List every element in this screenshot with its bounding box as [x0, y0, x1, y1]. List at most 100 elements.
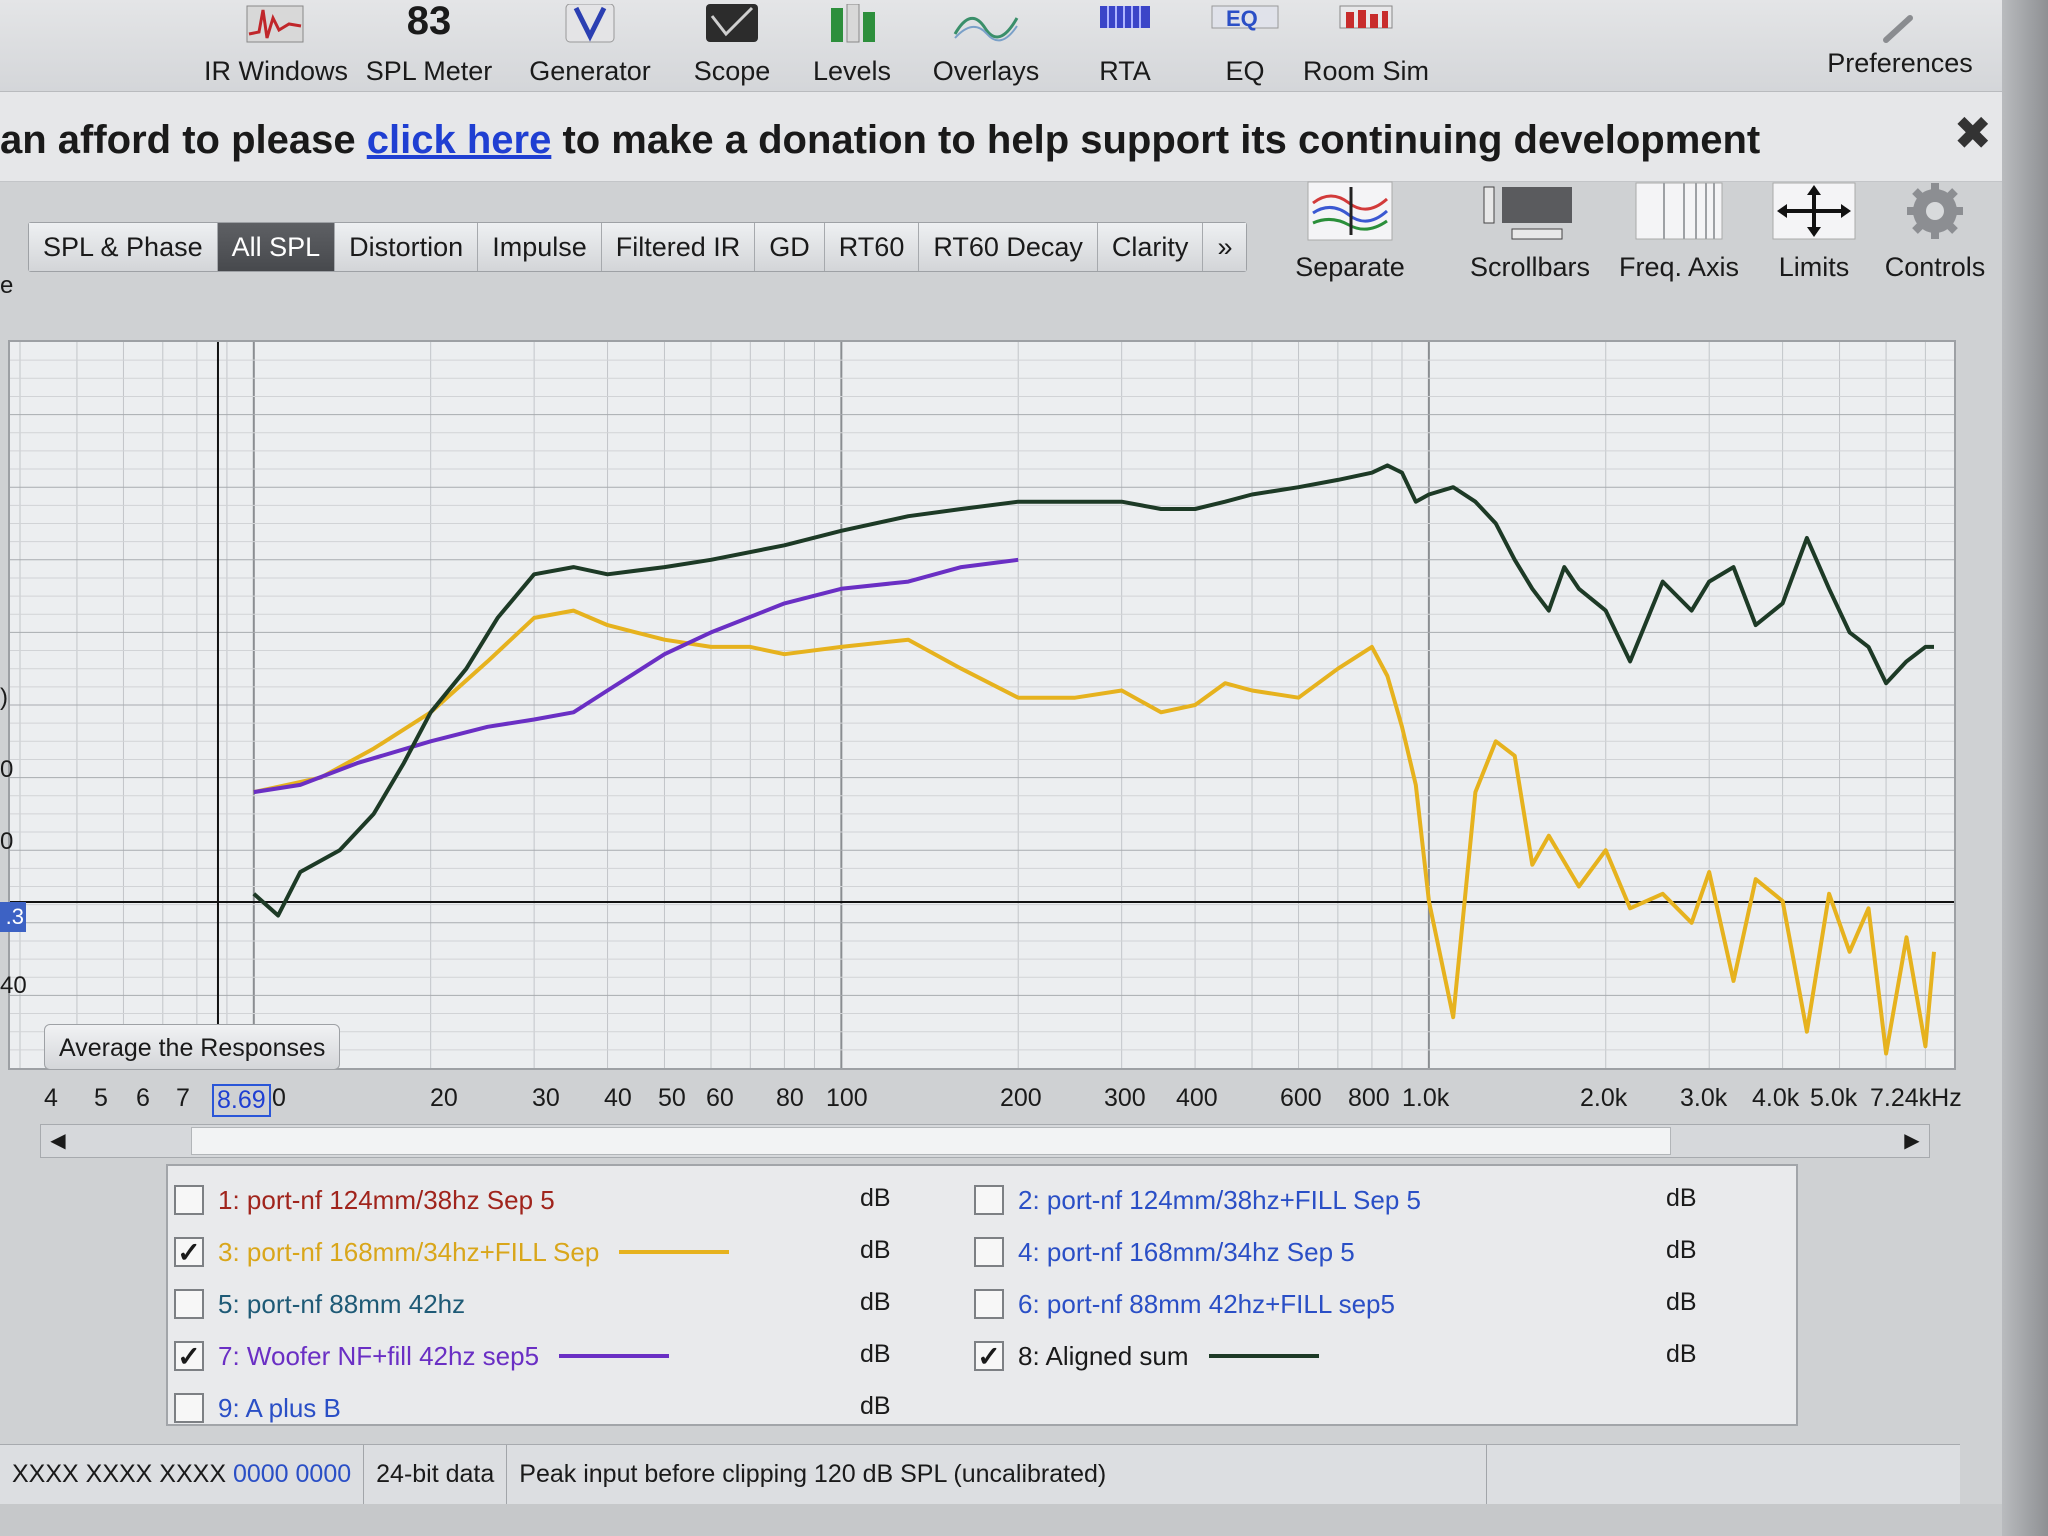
status-bit-depth: 24-bit data [364, 1445, 508, 1504]
freq-axis-tool[interactable]: Freq. Axis [1614, 176, 1744, 283]
scrollbars-tool[interactable]: Scrollbars [1468, 176, 1592, 283]
tab-5[interactable]: Filtered IR [601, 223, 756, 271]
scrollbars-icon [1468, 176, 1592, 246]
legend-checkbox-7[interactable]: ✓ [174, 1341, 204, 1372]
separate-tool[interactable]: Separate [1290, 176, 1410, 283]
overlays-tool[interactable]: Overlays [920, 0, 1052, 87]
y-axis-label-4: 40 [0, 972, 27, 999]
measurement-legend: 1: port-nf 124mm/38hz Sep 5 dB 2: port-nf … [166, 1164, 1798, 1426]
controls-label: Controls [1884, 252, 1986, 282]
legend-item-6: 6: port-nf 88mm 42hz+FILL sep5 [974, 1284, 1395, 1324]
tab-1[interactable]: SPL & Phase [29, 223, 218, 271]
spl-graph[interactable] [8, 340, 1956, 1070]
scroll-right-arrow-icon[interactable]: ▶ [1904, 1130, 1920, 1152]
limits-tool[interactable]: Limits [1768, 176, 1860, 283]
x-axis-label: 4 [44, 1084, 58, 1112]
scroll-left-arrow-icon[interactable]: ◀ [50, 1130, 66, 1152]
left-truncated-label: e [0, 272, 14, 299]
legend-item-5: 5: port-nf 88mm 42hz [174, 1284, 465, 1324]
tab-2[interactable]: All SPL [217, 223, 336, 271]
legend-unit-2: dB [1666, 1184, 1697, 1212]
legend-name-6: 6: port-nf 88mm 42hz+FILL sep5 [1018, 1288, 1395, 1319]
legend-checkbox-3[interactable]: ✓ [174, 1237, 204, 1268]
close-icon[interactable]: ✖ [1953, 107, 1992, 159]
spl-meter-tool[interactable]: 83 SPL Meter [364, 0, 494, 87]
overlays-label: Overlays [932, 56, 1040, 86]
legend-item-8: ✓ 8: Aligned sum [974, 1336, 1319, 1376]
window-right-edge [2002, 0, 2048, 1536]
legend-name-8: 8: Aligned sum [1018, 1340, 1189, 1371]
legend-checkbox-5[interactable] [174, 1289, 204, 1319]
legend-checkbox-1[interactable] [174, 1185, 204, 1215]
x-axis-label: 7 [176, 1084, 190, 1112]
legend-checkbox-4[interactable] [974, 1237, 1004, 1267]
x-cursor-value[interactable]: 8.69 [212, 1084, 271, 1117]
legend-name-3: 3: port-nf 168mm/34hz+FILL Sep [218, 1236, 600, 1267]
tab-6[interactable]: GD [755, 223, 825, 271]
status-device-id: 0000 0000 [232, 1460, 352, 1488]
bottom-strip [0, 1504, 2048, 1536]
levels-tool[interactable]: Levels [800, 0, 904, 87]
y-cursor-value[interactable]: .3 [0, 902, 26, 932]
preferences-tool[interactable]: Preferences [1820, 0, 1980, 79]
eq-tool[interactable]: EQ EQ [1200, 0, 1290, 87]
donation-banner: an afford to please click here to make a… [0, 92, 2048, 182]
legend-swatch-3 [619, 1250, 730, 1254]
preferences-label: Preferences [1827, 48, 1973, 78]
legend-unit-3: dB [860, 1236, 891, 1264]
legend-checkbox-2[interactable] [974, 1185, 1004, 1215]
x-axis-label: 5.0k [1810, 1084, 1858, 1112]
room-sim-icon [1300, 0, 1432, 44]
controls-tool[interactable]: Controls [1880, 176, 1990, 283]
x-axis-label: 400 [1176, 1084, 1218, 1112]
horizontal-scrollbar[interactable]: ◀ ▶ [40, 1124, 1930, 1158]
ir-windows-tool[interactable]: IR Windows [204, 0, 349, 87]
ir-windows-label: IR Windows [204, 56, 349, 86]
y-axis-label-3: 0 [0, 828, 14, 855]
spl-graph-svg [10, 342, 1954, 1068]
tab-7[interactable]: RT60 [824, 223, 920, 271]
legend-item-3: ✓ 3: port-nf 168mm/34hz+FILL Sep [174, 1232, 730, 1272]
status-bar: XXXX XXXX XXXX 0000 0000 24-bit data Pea… [0, 1444, 1960, 1504]
legend-swatch-8 [1208, 1354, 1319, 1358]
scope-tool[interactable]: Scope [680, 0, 784, 87]
room-sim-tool[interactable]: Room Sim [1300, 0, 1432, 87]
tab-9[interactable]: Clarity [1097, 223, 1204, 271]
legend-checkbox-9[interactable] [174, 1393, 204, 1423]
average-responses-button[interactable]: Average the Responses [44, 1024, 341, 1070]
x-axis-label: 200 [1000, 1084, 1042, 1112]
x-axis-label: 40 [604, 1084, 632, 1112]
tab-10[interactable]: » [1203, 223, 1247, 271]
levels-icon [800, 0, 904, 44]
legend-name-7: 7: Woofer NF+fill 42hz sep5 [218, 1340, 540, 1371]
x-axis-label: 5 [94, 1084, 108, 1112]
x-axis-label: 3.0k [1680, 1084, 1728, 1112]
y-axis-label-2: 0 [0, 756, 14, 783]
tab-4[interactable]: Impulse [478, 223, 602, 271]
x-axis-label: 6 [136, 1084, 150, 1112]
x-axis-label: 800 [1348, 1084, 1390, 1112]
generator-tool[interactable]: Generator [522, 0, 658, 87]
tab-8[interactable]: RT60 Decay [919, 223, 1098, 271]
ir-windows-icon [204, 0, 346, 44]
x-axis-label: 60 [706, 1084, 734, 1112]
legend-unit-1: dB [860, 1184, 891, 1212]
separate-icon [1290, 176, 1410, 246]
legend-checkbox-6[interactable] [974, 1289, 1004, 1319]
scrollbars-label: Scrollbars [1469, 252, 1591, 282]
series-line-3 [252, 463, 1934, 918]
x-axis-label: 1.0k [1402, 1084, 1450, 1112]
status-peak-input: Peak input before clipping 120 dB SPL (u… [507, 1445, 1488, 1504]
freq-axis-icon [1614, 176, 1744, 246]
scrollbar-thumb[interactable] [191, 1127, 1671, 1155]
scope-label: Scope [693, 56, 771, 86]
tab-3[interactable]: Distortion [335, 223, 479, 271]
x-axis-label: 0 [272, 1084, 286, 1112]
spl-meter-label: SPL Meter [365, 56, 493, 86]
x-axis-label: 600 [1280, 1084, 1322, 1112]
legend-checkbox-8[interactable]: ✓ [974, 1341, 1004, 1372]
legend-name-4: 4: port-nf 168mm/34hz Sep 5 [1018, 1236, 1355, 1267]
rta-tool[interactable]: RTA [1080, 0, 1170, 87]
legend-item-2: 2: port-nf 124mm/38hz+FILL Sep 5 [974, 1180, 1421, 1220]
donation-link[interactable]: click here [366, 118, 552, 162]
